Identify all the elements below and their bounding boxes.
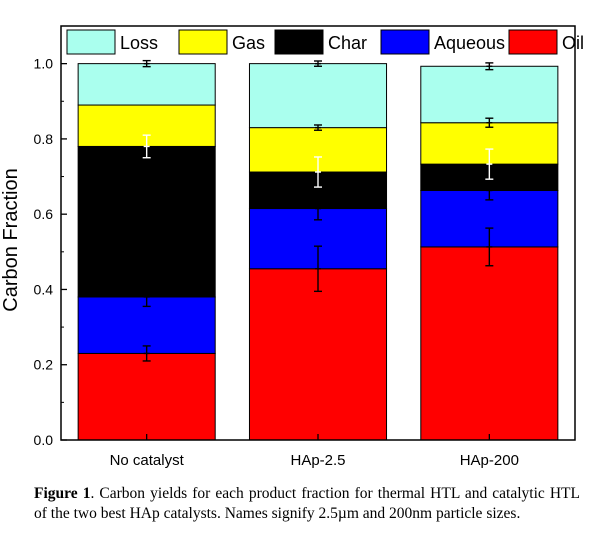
bar-segment-oil [420, 246, 559, 441]
legend-item-aqueous: Aqueous [380, 29, 505, 55]
legend-item-oil: Oil [508, 29, 584, 55]
x-tick-label: HAp-200 [460, 452, 519, 469]
bar-segment-loss [77, 63, 216, 106]
error-bar-loss [142, 59, 151, 68]
bar-segment-char [77, 145, 216, 298]
figure-caption: Figure 1. Carbon yields for each product… [34, 484, 580, 524]
error-bar-gas [485, 117, 494, 128]
legend-item-loss: Loss [66, 29, 158, 55]
stacked-bar-chart: 0.0 0.2 0.4 0.6 0.8 1.0 No catalyst HAp-2.5 HAp… [0, 25, 584, 469]
error-bar-oil [314, 245, 322, 293]
error-bars-layer [142, 59, 494, 362]
y-axis: 0.0 0.2 0.4 0.6 0.8 1.0 [34, 56, 67, 448]
bar-segment-loss [420, 65, 559, 124]
bar-segment-oil [77, 352, 216, 441]
error-bar-oil [142, 345, 151, 362]
error-bar-aqueous [314, 196, 322, 221]
legend: Loss Gas Char Aqueous Oil [66, 29, 584, 55]
legend-swatch [274, 29, 324, 55]
caption-label: Figure 1 [34, 485, 91, 502]
y-tick-label: 0.2 [34, 357, 54, 373]
legend-swatch [66, 29, 116, 55]
error-bar-loss [314, 60, 322, 67]
error-bar-char [314, 156, 322, 188]
error-bar-char [142, 134, 151, 159]
error-bar-oil [485, 227, 494, 267]
error-bar-char [485, 148, 494, 180]
error-bar-loss [485, 62, 494, 71]
bars-layer [77, 63, 559, 441]
legend-swatch [508, 29, 558, 55]
y-tick-label: 1.0 [34, 56, 54, 72]
legend-label: Char [328, 33, 367, 53]
y-tick-label: 0.8 [34, 131, 54, 147]
legend-swatch [178, 29, 228, 55]
bar-segment-oil [248, 268, 388, 441]
y-tick-label: 0.4 [34, 281, 54, 297]
legend-label: Loss [120, 33, 158, 53]
error-bar-aqueous [142, 286, 151, 308]
error-bar-gas [314, 124, 322, 131]
error-bar-aqueous [485, 180, 494, 201]
y-tick-label: 0.6 [34, 206, 54, 222]
legend-label: Aqueous [434, 33, 505, 53]
legend-label: Gas [232, 33, 265, 53]
legend-item-gas: Gas [178, 29, 265, 55]
y-tick-label: 0.0 [34, 432, 54, 448]
legend-label: Oil [562, 33, 584, 53]
legend-item-char: Char [274, 29, 367, 55]
y-axis-label: Carbon Fraction [0, 168, 22, 311]
caption-text: . Carbon yields for each product fractio… [34, 485, 580, 522]
x-tick-label: No catalyst [110, 452, 185, 469]
x-axis: No catalyst HAp-2.5 HAp-200 [110, 434, 519, 469]
bar-segment-loss [248, 63, 388, 129]
legend-swatch [380, 29, 430, 55]
x-tick-label: HAp-2.5 [290, 452, 345, 469]
